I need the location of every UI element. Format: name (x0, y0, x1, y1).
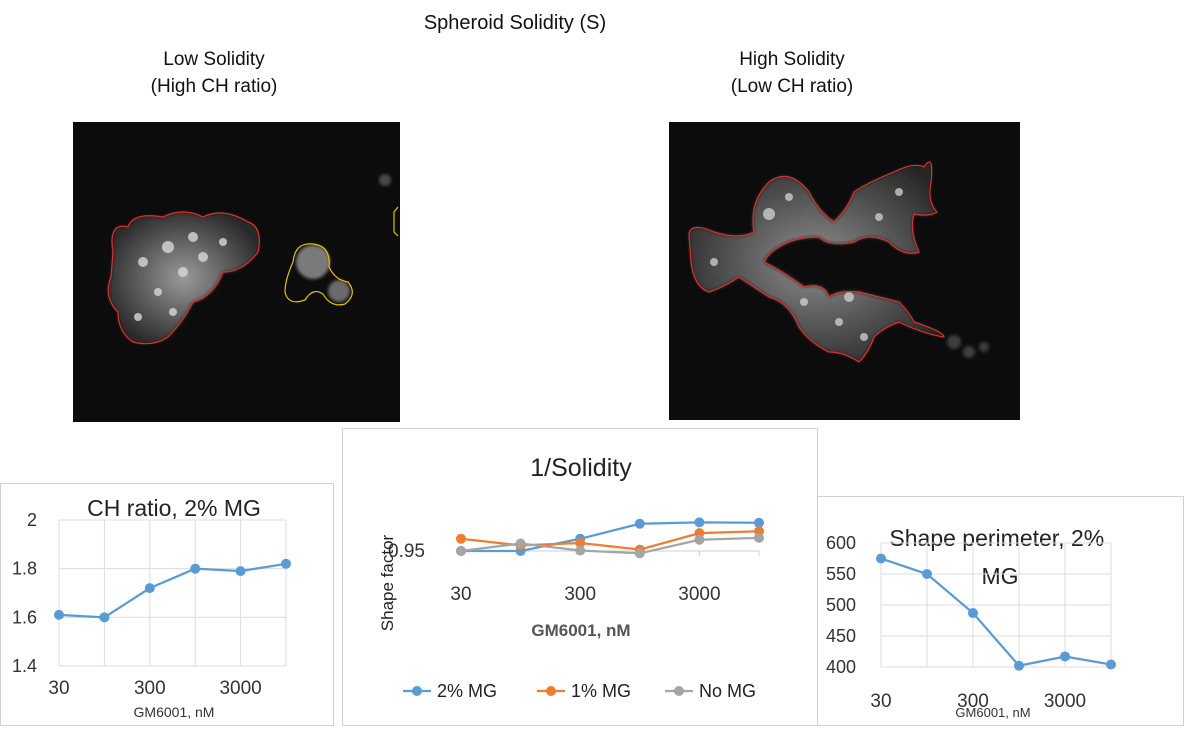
data-point (54, 609, 64, 620)
legend-label: No MG (699, 681, 756, 701)
shape-perimeter-chart-box: Shape perimeter, 2% MG GM6001, nM 400 450… (817, 496, 1184, 726)
shape-perimeter-chart: Shape perimeter, 2% MG GM6001, nM 400 450… (826, 525, 1116, 720)
trailing-cells (947, 335, 989, 358)
series-line (461, 521, 760, 553)
data-point (968, 608, 978, 619)
chart-title: Shape perimeter, 2% MG (889, 525, 1110, 589)
data-point (754, 532, 764, 543)
x-tick-label: 30 (48, 678, 69, 699)
legend-marker (674, 686, 684, 696)
data-point (1060, 651, 1070, 662)
chart-title-line1: Shape perimeter, 2% (889, 525, 1104, 551)
micrograph-high-solidity (669, 122, 1020, 420)
data-point (634, 548, 645, 559)
data-point (575, 545, 586, 556)
data-point (456, 546, 466, 556)
right-panel-line1: High Solidity (739, 49, 845, 70)
micrograph-low-solidity (73, 122, 400, 422)
convex-outline-red (688, 161, 945, 363)
y-tick-label: 0.95 (388, 541, 425, 562)
data-point (281, 558, 291, 569)
outline-yellow (284, 243, 353, 306)
series-line (460, 536, 760, 555)
legend: 2% MG 1% MG No MG (403, 681, 756, 701)
x-tick-label: 30 (870, 691, 891, 712)
x-axis-label: GM6001, nM (531, 621, 630, 640)
x-tick-label: 3000 (1044, 691, 1086, 712)
convex-outline-red (107, 211, 260, 345)
inv-solidity-chart: 1/Solidity GM6001, nM Shape factor 0.95 3… (378, 454, 764, 701)
x-axis-label: GM6001, nM (134, 704, 215, 720)
left-panel-line2: (High CH ratio) (150, 76, 278, 97)
chart-title-line2: MG (981, 563, 1018, 589)
y-tick-label: 450 (826, 626, 856, 646)
x-axis-label: GM6001, nM (955, 705, 1030, 720)
ch-ratio-chart: CH ratio, 2% MG GM6001, nM 1.4 1.6 1.8 2 30 3… (12, 495, 291, 720)
data-point (922, 569, 932, 579)
legend-marker (546, 686, 556, 696)
data-point (144, 583, 155, 594)
y-tick-label: 1.6 (12, 607, 37, 627)
cell-cluster (689, 162, 944, 362)
ch-ratio-chart-box: CH ratio, 2% MG GM6001, nM 1.4 1.6 1.8 2 30 3… (0, 483, 334, 726)
data-point (694, 534, 705, 545)
y-axis-label: Shape factor (378, 534, 397, 631)
chart-title: 1/Solidity (530, 454, 632, 482)
data-point (694, 517, 705, 528)
series-line (460, 530, 760, 551)
x-tick-label: 300 (564, 584, 596, 605)
data-point (876, 553, 886, 564)
y-tick-label: 600 (826, 533, 856, 553)
data-point (190, 563, 201, 574)
cell-highlights (710, 188, 903, 341)
x-tick-label: 300 (957, 691, 989, 712)
legend-label: 2% MG (437, 681, 497, 701)
y-tick-label: 1.4 (12, 656, 37, 676)
legend-label: 1% MG (571, 681, 631, 701)
x-tick-label: 3000 (219, 678, 261, 699)
inv-solidity-chart-box: 1/Solidity GM6001, nM Shape factor 0.95 3… (342, 428, 818, 726)
x-tick-label: 3000 (678, 584, 720, 605)
cell-highlights (134, 232, 227, 321)
data-point (634, 518, 645, 529)
y-tick-label: 2 (27, 510, 37, 530)
y-tick-label: 400 (826, 657, 856, 677)
series-line (880, 557, 1112, 667)
stray-cell (379, 174, 391, 186)
data-point (99, 612, 110, 623)
micrograph-high-solidity-image (688, 161, 989, 363)
y-tick-label: 1.8 (12, 559, 37, 579)
left-panel-label: Low Solidity (High CH ratio) (74, 46, 354, 100)
y-tick-label: 500 (826, 595, 856, 615)
data-point (1106, 659, 1116, 670)
chart-title: CH ratio, 2% MG (87, 495, 261, 521)
series-line (58, 562, 287, 619)
data-point (754, 517, 764, 528)
legend-marker (412, 686, 422, 696)
micrograph-low-solidity-image (107, 174, 399, 345)
x-tick-label: 30 (450, 584, 471, 605)
data-point (515, 538, 526, 549)
data-point (456, 533, 466, 544)
data-point (235, 566, 246, 577)
edge-outline-yellow (393, 206, 399, 237)
data-point (1014, 660, 1024, 671)
right-panel-line2: (Low CH ratio) (730, 76, 854, 97)
y-tick-label: 550 (826, 564, 856, 584)
x-tick-label: 300 (134, 678, 166, 699)
right-panel-label: High Solidity (Low CH ratio) (652, 46, 932, 100)
figure-title: Spheroid Solidity (S) (423, 12, 607, 34)
small-cluster (296, 245, 350, 302)
data-point (575, 538, 586, 549)
left-panel-line1: Low Solidity (163, 49, 265, 70)
cell-cluster (108, 212, 260, 344)
